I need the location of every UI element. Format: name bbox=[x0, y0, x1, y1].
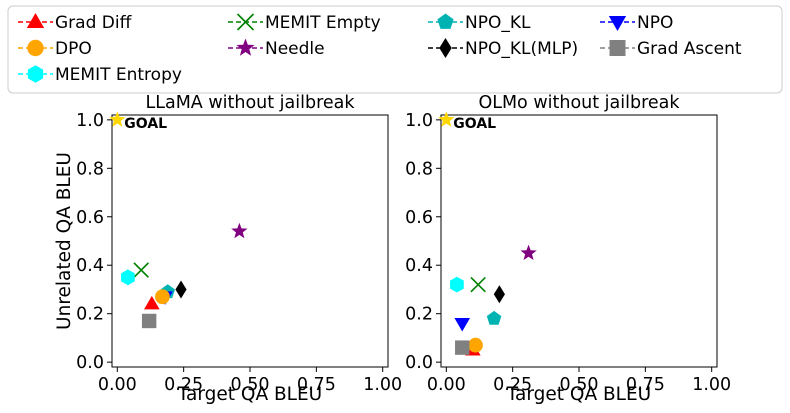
legend-label-npo-kl-mlp: NPO_KL(MLP) bbox=[465, 39, 578, 59]
goal-star-icon bbox=[109, 111, 126, 127]
y-tick-label: 0.8 bbox=[405, 159, 433, 179]
point-npo-kl-mlp bbox=[175, 280, 187, 299]
legend-marker-memit-empty bbox=[236, 13, 255, 31]
plot-area bbox=[440, 114, 718, 368]
point-memit-entropy bbox=[121, 269, 135, 286]
point-dpo bbox=[155, 289, 170, 305]
point-dpo bbox=[468, 337, 483, 353]
point-grad-diff bbox=[144, 295, 160, 310]
legend-marker-npo-kl bbox=[437, 13, 454, 29]
legend-label-memit-empty: MEMIT Empty bbox=[265, 13, 381, 33]
legend-marker-npo-kl-mlp bbox=[439, 38, 452, 58]
legend-label-dpo: DPO bbox=[55, 39, 92, 59]
y-tick-label: 0.6 bbox=[405, 208, 433, 228]
x-tick-label: 0.50 bbox=[231, 375, 270, 395]
y-tick-label: 0.6 bbox=[76, 208, 104, 228]
y-tick-label: 1.0 bbox=[405, 111, 433, 131]
x-tick-label: 0.00 bbox=[98, 375, 137, 395]
x-tick-label: 0.00 bbox=[427, 375, 466, 395]
goal-star-icon bbox=[438, 111, 455, 127]
y-tick-label: 0.2 bbox=[405, 305, 433, 325]
x-tick-label: 1.00 bbox=[692, 375, 731, 395]
legend-marker-memit-entropy bbox=[27, 65, 44, 83]
legend-marker-grad-diff bbox=[26, 13, 45, 28]
y-tick-label: 0.4 bbox=[405, 256, 433, 276]
chart-panel-llama: LLaMA without jailbreak 0.00 0.25 0.50 0.75 1… bbox=[54, 93, 402, 405]
goal-label: GOAL bbox=[453, 116, 496, 132]
x-tick-label: 0.25 bbox=[164, 375, 203, 395]
y-tick-label: 0.4 bbox=[76, 256, 104, 276]
y-tick-label: 0.2 bbox=[76, 305, 104, 325]
x-axis-label: Target QA BLEU bbox=[506, 384, 651, 405]
legend-label-grad-ascent: Grad Ascent bbox=[637, 39, 742, 59]
y-tick-label: 0.8 bbox=[76, 159, 104, 179]
x-axis-label: Target QA BLEU bbox=[177, 384, 322, 405]
legend-marker-dpo bbox=[27, 39, 44, 57]
point-needle bbox=[520, 244, 537, 261]
point-npo-kl-mlp bbox=[493, 285, 505, 304]
legend-label-memit-entropy: MEMIT Entropy bbox=[55, 65, 182, 85]
point-needle bbox=[231, 222, 248, 239]
legend-frame bbox=[7, 5, 783, 94]
legend-marker-npo bbox=[608, 16, 627, 31]
x-tick-label: 0.75 bbox=[297, 375, 336, 395]
point-grad-ascent bbox=[455, 340, 470, 355]
x-tick-label: 0.50 bbox=[560, 375, 599, 395]
x-tick-label: 0.25 bbox=[493, 375, 532, 395]
point-memit-empty bbox=[470, 276, 486, 293]
legend-marker-grad-ascent bbox=[609, 40, 626, 56]
legend-label-npo: NPO bbox=[637, 13, 673, 33]
point-grad-ascent bbox=[141, 313, 157, 329]
legend-label-grad-diff: Grad Diff bbox=[55, 13, 133, 33]
chart-title: LLaMA without jailbreak bbox=[145, 93, 355, 113]
chart-panel-olmo: OLMo without jailbreak 0.00 0.25 0.50 0.75 1.… bbox=[405, 93, 731, 405]
legend: Grad Diff MEMIT Empty NPO_KL NPO DPO Needle NP… bbox=[7, 5, 783, 94]
y-tick-label: 0.0 bbox=[76, 353, 104, 373]
point-npo bbox=[454, 317, 471, 332]
legend-label-npo-kl: NPO_KL bbox=[465, 13, 531, 33]
y-tick-label: 1.0 bbox=[76, 111, 104, 131]
legend-marker-needle bbox=[236, 38, 255, 56]
chart-title: OLMo without jailbreak bbox=[478, 93, 680, 113]
point-memit-entropy bbox=[450, 276, 464, 293]
point-memit-empty bbox=[133, 262, 149, 278]
plot-area bbox=[111, 114, 389, 368]
y-tick-label: 0.0 bbox=[405, 353, 433, 373]
goal-label: GOAL bbox=[124, 116, 167, 132]
x-tick-label: 0.75 bbox=[626, 375, 665, 395]
point-npo-kl bbox=[486, 310, 502, 325]
y-axis-label: Unrelated QA BLEU bbox=[54, 152, 75, 330]
legend-label-needle: Needle bbox=[265, 39, 325, 59]
x-tick-label: 1.00 bbox=[363, 375, 402, 395]
